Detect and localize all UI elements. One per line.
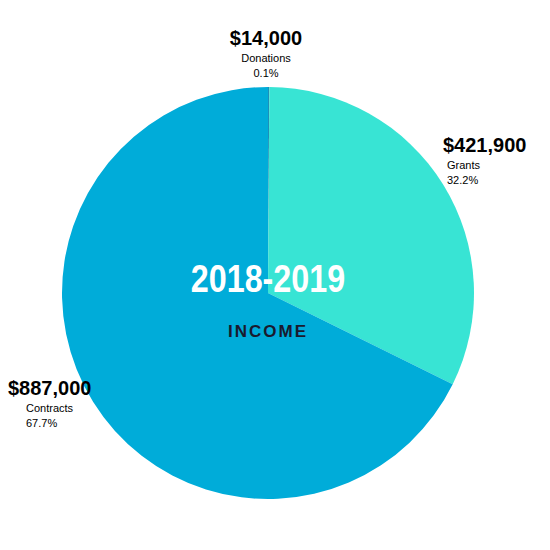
title: 2018-2019	[191, 258, 345, 300]
pie-slice	[62, 87, 453, 499]
subtitle: INCOME	[228, 322, 308, 341]
slice-label: $421,900 Grants 32.2%	[443, 134, 526, 186]
amount-label: $14,000	[230, 27, 302, 49]
amount-label: $421,900	[443, 134, 526, 156]
slice-label: $887,000 Contracts 67.7%	[8, 377, 91, 429]
amount-label: $887,000	[8, 377, 91, 399]
category-label: Donations	[241, 52, 291, 64]
pie	[62, 87, 474, 499]
slice-label: $14,000 Donations 0.1%	[230, 27, 302, 79]
slice-labels: $14,000Donations0.1%$421,900Grants32.2%$…	[8, 27, 526, 429]
value-label: 32.2%	[447, 174, 478, 186]
category-label: Grants	[447, 159, 481, 171]
category-label: Contracts	[26, 402, 74, 414]
value-label: 67.7%	[26, 417, 57, 429]
value-label: 0.1%	[253, 67, 278, 79]
chart: $14,000Donations0.1%$421,900Grants32.2%$…	[0, 0, 550, 550]
